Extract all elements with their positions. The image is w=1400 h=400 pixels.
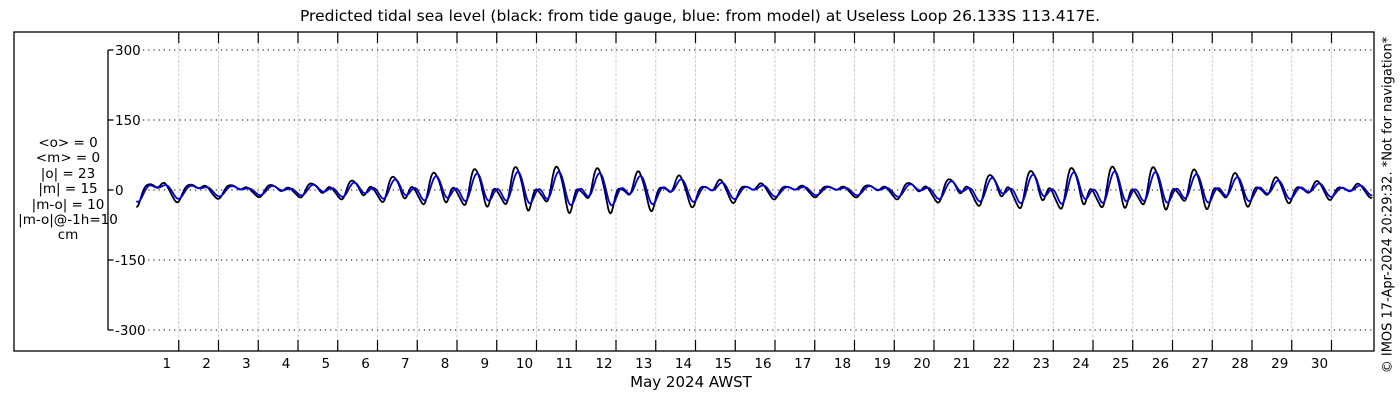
day-label: 16 [754,356,771,372]
day-label: 24 [1072,356,1089,372]
day-label: 11 [556,356,573,372]
y-tick-label: -300 [115,323,146,339]
day-label: 27 [1192,356,1209,372]
day-label: 30 [1311,356,1328,372]
y-tick-label: 0 [115,183,124,199]
day-label: 25 [1112,356,1129,372]
imos-watermark: © IMOS 17-Apr-2024 20:29:32. *Not for na… [1380,36,1396,374]
day-label: 28 [1231,356,1248,372]
day-label: 14 [675,356,692,372]
day-label: 29 [1271,356,1288,372]
stat-misfit-lagged: |m-o|@-1h=10 [18,212,118,229]
day-label: 19 [874,356,891,372]
day-label: 15 [715,356,732,372]
y-tick-label: 150 [115,113,141,129]
day-label: 23 [1033,356,1050,372]
y-tick-label: 300 [115,43,141,59]
stat-units: cm [57,227,79,244]
stat-mean-observed: <o> = 0 [38,135,98,151]
x-axis-label: May 2024 AWST [630,373,752,391]
day-label: 6 [361,356,370,372]
day-label: 9 [480,356,489,372]
day-label: 18 [834,356,851,372]
day-label: 22 [993,356,1010,372]
day-label: 4 [282,356,291,372]
day-label: 3 [242,356,251,372]
day-label: 26 [1152,356,1169,372]
day-label: 1 [162,356,171,372]
day-label: 10 [516,356,533,372]
stats-panel: <o> = 0 <m> = 0 |o| = 23 |m| = 15 |m-o| … [4,135,132,244]
plot-frame [13,31,1375,352]
day-label: 8 [441,356,450,372]
day-label: 17 [794,356,811,372]
y-tick-label: -150 [115,253,146,269]
stat-misfit: |m-o| = 10 [31,196,105,213]
chart-title: Predicted tidal sea level (black: from t… [299,7,1101,25]
day-label: 21 [953,356,970,372]
day-label: 7 [401,356,410,372]
day-label: 5 [321,356,330,372]
stat-mean-model: <m> = 0 [35,150,101,167]
model-curve [136,170,1373,207]
day-label: 20 [913,356,930,372]
day-label: 13 [635,356,652,372]
day-label: 2 [202,356,211,372]
stat-abs-observed: |o| = 23 [40,165,96,182]
stat-abs-model: |m| = 15 [38,181,98,198]
day-label: 12 [595,356,612,372]
